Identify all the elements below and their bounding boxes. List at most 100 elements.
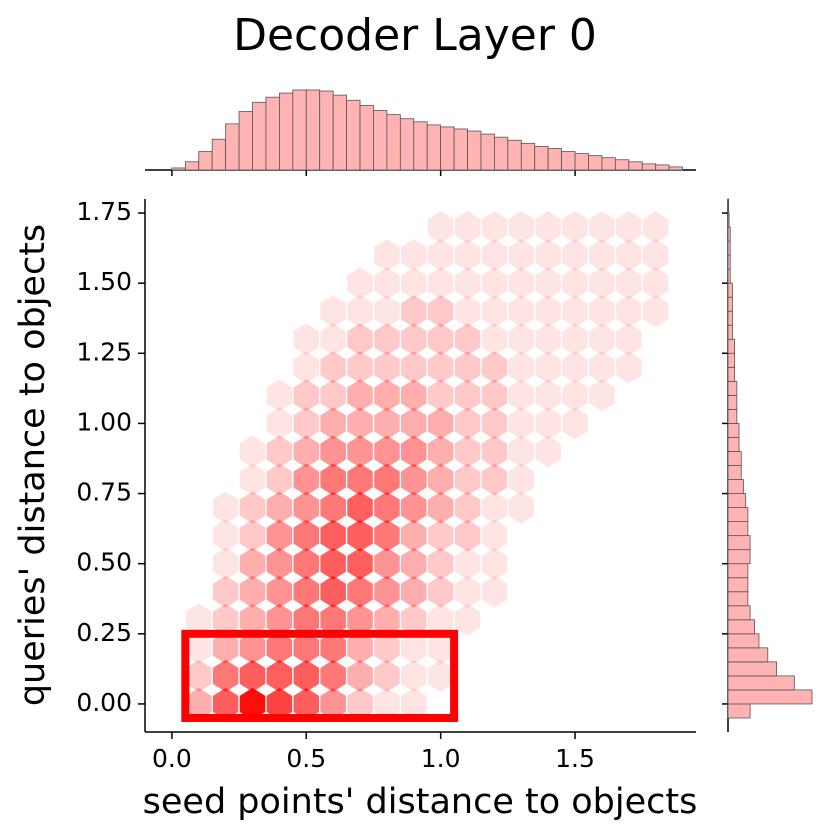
top-hist-bar [278, 92, 294, 171]
hexbin-cell [482, 688, 508, 720]
hexbin-cell [454, 519, 481, 552]
hexbin-cell [374, 463, 400, 496]
hexbin-cell [266, 435, 293, 468]
hexbin-cell [374, 575, 400, 608]
hexbin-cell [186, 464, 212, 496]
hexbin-cell [320, 407, 346, 440]
hexbin-cell [186, 211, 212, 243]
right-hist-bar [727, 338, 736, 354]
hexbin-cell [320, 295, 346, 328]
hexbin-cell [401, 323, 427, 356]
hexbin-cell [427, 463, 454, 496]
right-hist-bar [727, 521, 749, 537]
hexbin-cell [589, 351, 615, 384]
hexbin-cell [508, 323, 534, 356]
hexbin-cell [159, 464, 185, 496]
hexbin-cell [535, 604, 561, 636]
hexbin-cell [186, 548, 212, 580]
hexbin-cell [427, 239, 454, 272]
hexbin-cell [642, 211, 669, 244]
hexbin-cell [347, 575, 373, 608]
hexbin-cell [427, 379, 454, 412]
hexbin-cell [643, 548, 669, 580]
hexbin-cell [159, 267, 185, 299]
y-tick-label: 0.25 [76, 618, 132, 647]
hexbin-cell [266, 603, 293, 636]
hexbin-cell [266, 575, 293, 608]
hexbin-cell [643, 379, 669, 411]
hexbin-cell [481, 323, 508, 356]
right-hist-bar [727, 465, 742, 480]
hexbin-cell [320, 379, 346, 412]
hexbin-cell [454, 407, 481, 440]
hexbin-cell [589, 436, 615, 468]
hexbin-cell [616, 576, 642, 608]
hexbin-cell [159, 632, 185, 664]
hexbin-cell [266, 407, 293, 440]
right-hist-bar [727, 451, 742, 466]
hexbin-cell [293, 351, 319, 384]
right-hist-bar [727, 619, 755, 635]
hexbin-cell [186, 407, 212, 439]
hexbin-cell [159, 688, 185, 720]
right-hist-bar [727, 226, 731, 242]
hexbin-cell [239, 463, 266, 496]
right-hist-bar [727, 282, 733, 298]
right-hist-bar [727, 675, 795, 691]
right-hist-bar [727, 493, 747, 508]
hexbin-cell [509, 632, 535, 664]
hexbin-cell [186, 379, 212, 411]
hexbin-cell [454, 435, 481, 468]
hexbin-cell [401, 575, 427, 608]
top-hist-bar [292, 89, 307, 171]
hexbin-cell [589, 295, 615, 328]
y-tick-label: 0.00 [76, 688, 132, 717]
right-hist-bar [727, 310, 733, 326]
hexbin-cell [239, 491, 266, 524]
hexbin-cell [509, 576, 535, 608]
hexbin-cell [240, 407, 265, 439]
hexbin-cell [535, 351, 561, 384]
hexbin-cell [427, 575, 454, 608]
hexbin-cell [508, 491, 534, 524]
hexbin-cell [508, 435, 534, 468]
hexbin-cell [454, 267, 481, 300]
hexbin-cell [374, 267, 400, 300]
hexbin-cell [454, 547, 481, 580]
hexbin-cell [294, 267, 320, 299]
hexbin-cell [347, 603, 373, 636]
hexbin-cell [482, 604, 508, 636]
hexbin-cell [616, 492, 642, 524]
hexbin-cell [616, 548, 642, 580]
hexbin-cell [589, 323, 615, 356]
hexbin-cell [266, 631, 293, 664]
hexbin-cell [186, 687, 212, 720]
right-hist-bar [727, 479, 744, 494]
hexbin-cell [186, 603, 212, 636]
hexbin-cell [266, 687, 293, 720]
top-hist-bar [574, 153, 589, 171]
right-hist-bar [727, 394, 738, 410]
y-axis-label: queries' distance to objects [13, 224, 53, 706]
hexbin-cell [401, 435, 427, 468]
hexbin-cell [508, 211, 534, 244]
hexbin-cell [455, 688, 481, 720]
hexbin-cell [347, 659, 373, 692]
hexbin-cell [212, 547, 239, 580]
hexbin-cell [589, 520, 615, 552]
hexbin-cell [589, 492, 615, 524]
top-hist-bar [238, 111, 253, 171]
hexbin-cell [240, 379, 265, 411]
hexbin-cell [159, 520, 185, 552]
hexbin-cell [481, 295, 508, 328]
hexbin-cell [374, 547, 400, 580]
right-hist-bar [727, 633, 760, 649]
top-hist-bar [399, 118, 415, 171]
hexbin-cell [186, 295, 212, 327]
hexbin-cell [186, 323, 212, 355]
hexbin-cell [159, 604, 185, 636]
top-hist-bar [614, 159, 630, 171]
hexbin-cell [481, 463, 508, 496]
hexbin-cell [401, 687, 427, 720]
hexbin-cell [562, 379, 588, 412]
